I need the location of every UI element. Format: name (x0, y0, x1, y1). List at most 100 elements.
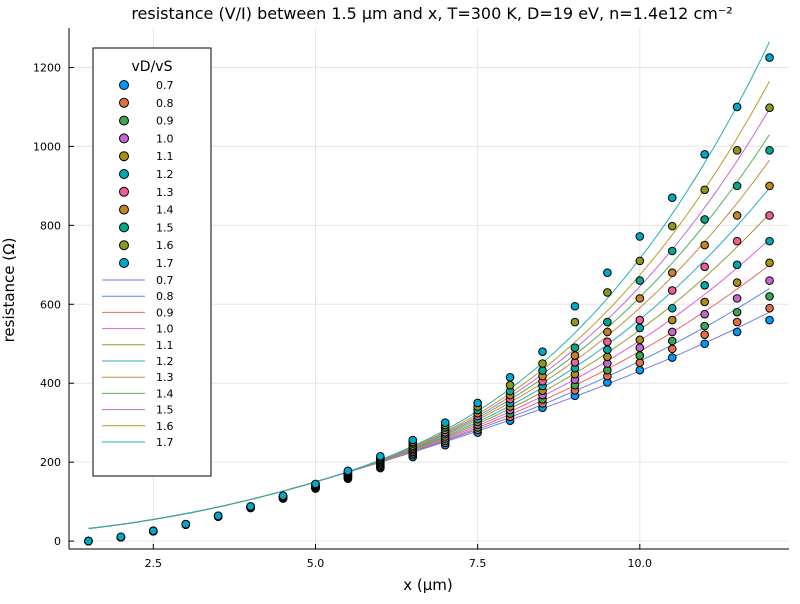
x-tick-label: 10.0 (628, 557, 653, 570)
legend-label: 1.7 (156, 436, 174, 449)
legend-marker-1.1 (119, 151, 129, 162)
fit-line-1.7 (88, 41, 770, 529)
marker-1.2 (667, 303, 677, 313)
legend-label: 1.3 (156, 186, 174, 199)
marker-0.9 (765, 292, 774, 301)
legend-title: vD/vS (132, 59, 173, 75)
marker-0.7 (732, 327, 742, 337)
marker-1.1 (700, 297, 709, 307)
legend-label: 1.3 (156, 371, 174, 384)
legend-label: 1.4 (156, 204, 174, 217)
marker-1.7 (116, 532, 126, 542)
legend-label: 0.8 (156, 290, 174, 303)
marker-1.0 (635, 343, 645, 353)
legend-marker-0.8 (119, 97, 129, 108)
marker-1.7 (700, 150, 709, 159)
legend-label: 0.7 (156, 274, 174, 287)
marker-0.8 (732, 317, 742, 327)
marker-1.4 (667, 268, 677, 278)
marker-1.7 (765, 53, 774, 62)
marker-1.6 (765, 103, 774, 113)
legend-label: 1.4 (156, 387, 174, 400)
marker-1.0 (700, 309, 709, 319)
legend-label: 1.5 (156, 404, 174, 417)
marker-1.7 (376, 451, 385, 461)
marker-1.5 (732, 181, 742, 191)
marker-1.2 (765, 236, 774, 246)
marker-1.4 (700, 240, 709, 250)
fit-lines (88, 41, 770, 529)
marker-1.3 (700, 262, 709, 272)
y-tick-label: 0 (54, 535, 61, 548)
marker-1.3 (667, 286, 677, 295)
marker-1.5 (538, 366, 547, 375)
marker-1.7 (570, 301, 580, 311)
marker-0.8 (700, 330, 709, 339)
legend-label: 1.5 (156, 221, 174, 234)
marker-1.7 (181, 519, 191, 529)
marker-1.3 (732, 236, 742, 246)
y-axis-label: resistance (Ω) (0, 238, 18, 343)
y-tick-label: 800 (40, 219, 61, 232)
marker-1.7 (538, 347, 547, 356)
legend-label: 1.6 (156, 239, 174, 252)
marker-1.0 (667, 327, 677, 337)
marker-1.6 (505, 380, 515, 390)
marker-1.7 (505, 373, 515, 382)
marker-1.7 (473, 398, 482, 408)
marker-1.3 (765, 211, 774, 220)
legend-marker-1.3 (119, 186, 129, 197)
marker-1.2 (732, 260, 742, 270)
marker-1.7 (246, 502, 255, 511)
legend-label: 1.2 (156, 355, 174, 368)
y-tick-label: 1200 (33, 61, 61, 74)
marker-1.6 (570, 317, 580, 327)
legend-label: 0.7 (156, 79, 174, 92)
marker-0.9 (635, 351, 645, 360)
marker-0.7 (667, 353, 677, 362)
x-tick-label: 7.5 (469, 557, 487, 570)
y-tick-label: 200 (40, 456, 61, 469)
legend-label: 0.8 (156, 97, 174, 110)
legend-marker-1.7 (119, 258, 129, 268)
marker-1.1 (667, 315, 677, 325)
marker-1.6 (635, 256, 645, 266)
x-tick-label: 5.0 (307, 557, 325, 570)
marker-1.6 (603, 288, 612, 297)
marker-0.7 (700, 339, 709, 349)
chart-title: resistance (V/I) between 1.5 μm and x, T… (131, 4, 732, 23)
marker-0.7 (765, 315, 774, 325)
marker-1.5 (765, 146, 774, 155)
marker-1.3 (603, 337, 612, 347)
marker-1.3 (635, 315, 645, 325)
marker-0.8 (635, 358, 645, 368)
marker-1.5 (603, 317, 612, 327)
legend-label: 1.0 (156, 132, 174, 145)
marker-1.2 (700, 281, 709, 290)
legend-marker-0.7 (119, 80, 129, 90)
marker-1.4 (765, 181, 774, 191)
marker-1.7 (635, 232, 645, 241)
marker-0.9 (667, 336, 677, 346)
marker-1.7 (667, 193, 677, 203)
legend-label: 1.2 (156, 168, 174, 181)
x-tick-label: 2.5 (145, 557, 163, 570)
legend-box (92, 47, 212, 477)
legend: vD/vS 0.7 0.8 0.9 1.0 1.1 1.2 1.3 1.4 1.5 1.6 1.7 0… (92, 47, 212, 477)
data-markers (84, 53, 774, 546)
x-axis-label: x (μm) (403, 576, 453, 594)
marker-1.7 (213, 511, 223, 521)
legend-marker-1.4 (119, 204, 129, 215)
legend-label: 0.9 (156, 306, 174, 319)
marker-1.1 (635, 335, 645, 345)
legend-label: 1.1 (156, 150, 174, 163)
marker-0.9 (732, 307, 742, 317)
marker-1.5 (667, 246, 677, 256)
marker-0.9 (700, 321, 709, 331)
legend-items: 0.7 0.8 0.9 1.0 1.1 1.2 1.3 1.4 1.5 1.6 1.7 0.7 0.8 0… (102, 79, 174, 449)
marker-1.1 (732, 278, 742, 287)
marker-1.4 (570, 351, 580, 360)
marker-1.0 (732, 294, 742, 303)
marker-1.5 (635, 276, 645, 285)
